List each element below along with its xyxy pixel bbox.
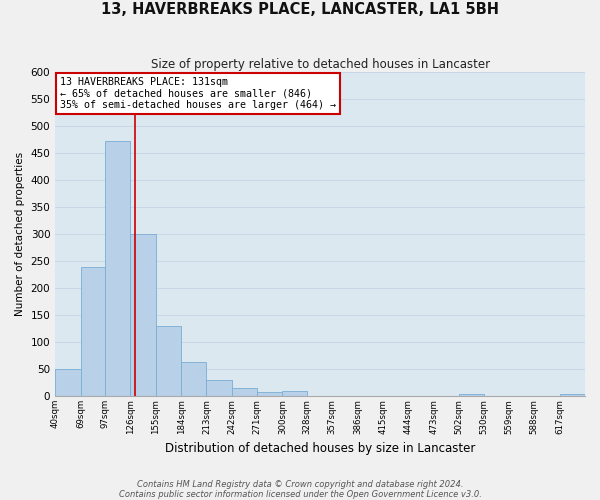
Bar xyxy=(257,392,283,396)
Y-axis label: Number of detached properties: Number of detached properties xyxy=(15,152,25,316)
Bar xyxy=(55,369,80,396)
Bar xyxy=(560,394,585,396)
Bar xyxy=(206,380,232,396)
Bar xyxy=(181,362,206,396)
Bar xyxy=(232,388,257,396)
Bar xyxy=(156,326,181,396)
Bar xyxy=(459,394,484,396)
X-axis label: Distribution of detached houses by size in Lancaster: Distribution of detached houses by size … xyxy=(165,442,475,455)
Bar xyxy=(80,268,105,396)
Text: Contains HM Land Registry data © Crown copyright and database right 2024.
Contai: Contains HM Land Registry data © Crown c… xyxy=(119,480,481,499)
Bar xyxy=(283,390,307,396)
Bar xyxy=(105,142,130,396)
Title: Size of property relative to detached houses in Lancaster: Size of property relative to detached ho… xyxy=(151,58,490,70)
Text: 13 HAVERBREAKS PLACE: 131sqm
← 65% of detached houses are smaller (846)
35% of s: 13 HAVERBREAKS PLACE: 131sqm ← 65% of de… xyxy=(61,76,337,110)
Bar xyxy=(130,234,156,396)
Text: 13, HAVERBREAKS PLACE, LANCASTER, LA1 5BH: 13, HAVERBREAKS PLACE, LANCASTER, LA1 5B… xyxy=(101,2,499,18)
